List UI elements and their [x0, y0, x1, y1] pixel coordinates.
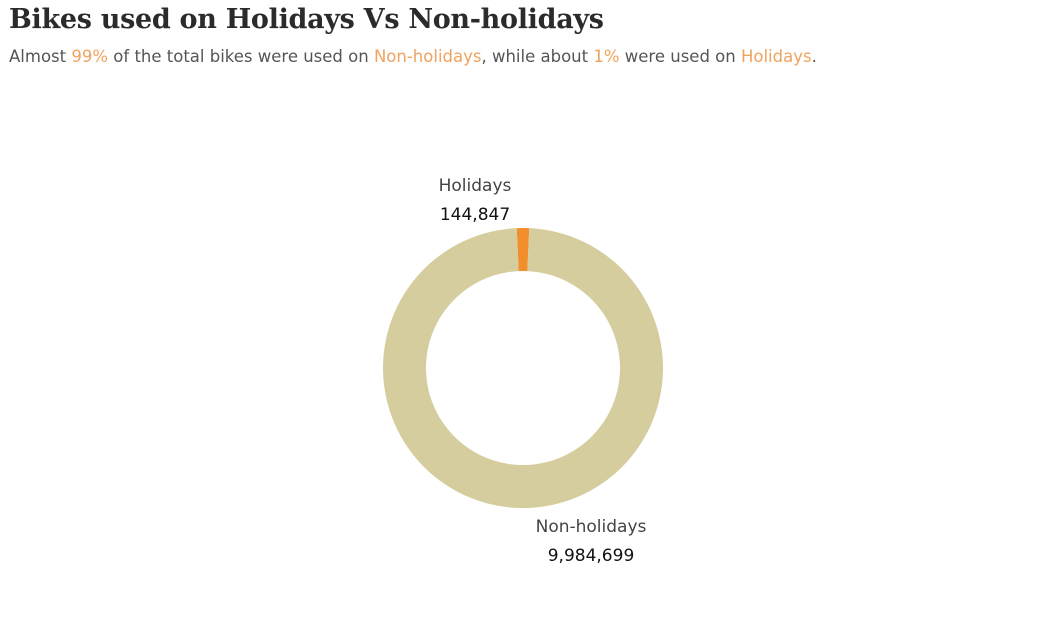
slice-label-name-holidays: Holidays: [439, 176, 512, 196]
subtitle-text-3: , while about: [481, 47, 594, 66]
donut-labels: Holidays 144,847 Non-holidays 9,984,699: [439, 176, 647, 566]
subtitle-text-4: were used on: [619, 47, 741, 66]
subtitle-pct-non-holidays: 99%: [71, 47, 109, 66]
slice-label-name-non-holidays: Non-holidays: [536, 517, 647, 537]
donut-slice-non-holidays: [383, 228, 664, 508]
subtitle-non-holidays: Non-holidays: [373, 47, 482, 66]
slice-label-value-non-holidays: 9,984,699: [548, 546, 635, 566]
donut-slices: [383, 227, 664, 508]
chart-title: Bikes used on Holidays Vs Non-holidays: [9, 4, 604, 35]
subtitle-pct-holidays: 1%: [593, 47, 620, 66]
subtitle-text-2: of the total bikes were used on: [108, 47, 374, 66]
donut-slice-holidays: [516, 227, 530, 272]
chart-subtitle: Almost 99% of the total bikes were used …: [9, 47, 817, 66]
slice-label-value-holidays: 144,847: [440, 205, 510, 225]
subtitle-holidays: Holidays: [740, 47, 812, 66]
subtitle-text-1: Almost: [9, 47, 72, 66]
subtitle-text-5: .: [811, 47, 817, 66]
